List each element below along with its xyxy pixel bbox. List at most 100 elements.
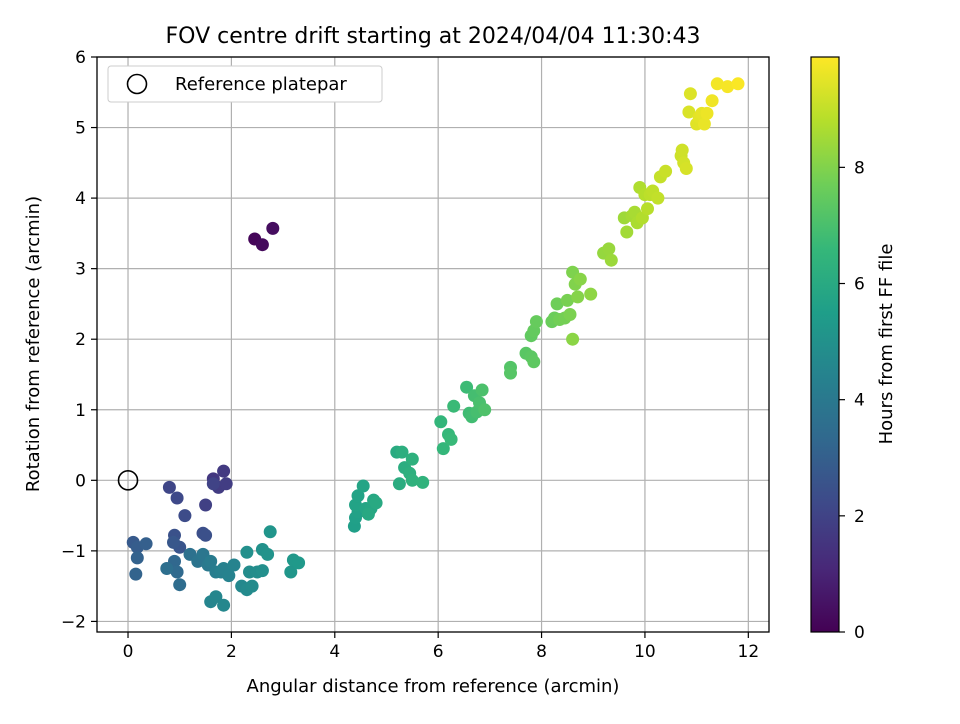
chart-title: FOV centre drift starting at 2024/04/04 …	[166, 24, 701, 49]
plot-frame	[96, 56, 770, 633]
data-point	[392, 477, 406, 491]
data-point	[682, 105, 696, 119]
data-point	[361, 507, 375, 521]
data-point	[170, 565, 184, 579]
data-point	[444, 432, 458, 446]
y-tick-label: 4	[75, 189, 86, 209]
data-point	[261, 547, 275, 561]
data-point	[460, 380, 474, 394]
data-point	[178, 509, 192, 523]
x-tick-label: 2	[226, 642, 237, 662]
data-point	[675, 143, 689, 157]
legend-marker	[126, 73, 148, 95]
x-tick-label: 10	[634, 642, 656, 662]
data-point	[227, 558, 241, 572]
data-point	[217, 464, 231, 478]
data-point	[222, 569, 236, 583]
data-point	[263, 525, 277, 539]
x-axis-ticks: 0 2 4 6 8 10 12	[123, 632, 759, 662]
data-point	[573, 272, 587, 286]
data-point	[405, 473, 419, 487]
colorbar-ticks: 0 2 4 6 8	[839, 158, 865, 643]
data-point	[255, 238, 269, 252]
data-point	[209, 590, 223, 604]
data-point	[129, 567, 143, 581]
colorbar-label: Hours from first FF file	[876, 244, 897, 445]
colorbar-gradient	[810, 56, 840, 633]
data-point	[721, 80, 735, 94]
data-point	[199, 528, 213, 542]
data-point	[206, 477, 220, 491]
data-point	[651, 191, 665, 205]
y-axis-ticks: −2 −1 0 1 2 3 4 5 6	[61, 48, 97, 632]
data-point	[584, 287, 598, 301]
data-point	[697, 117, 711, 131]
data-point	[395, 445, 409, 459]
data-point	[641, 202, 654, 216]
y-tick-label: 1	[75, 401, 86, 421]
data-point	[550, 297, 564, 311]
data-point	[620, 225, 634, 239]
y-tick-label: 3	[75, 260, 86, 280]
data-point	[255, 564, 269, 578]
x-axis-label: Angular distance from reference (arcmin)	[247, 676, 620, 697]
data-points	[126, 77, 745, 612]
data-point	[170, 491, 184, 505]
data-point	[356, 479, 370, 493]
data-point	[560, 293, 574, 307]
data-point	[447, 399, 461, 413]
legend: Reference platepar	[107, 65, 383, 103]
data-point	[130, 551, 144, 565]
colorbar-tick-label: 4	[854, 391, 865, 411]
colorbar-tick-label: 0	[854, 623, 865, 643]
y-tick-label: −1	[61, 542, 86, 562]
data-point	[683, 87, 697, 101]
y-tick-label: 0	[75, 471, 86, 491]
data-point	[217, 598, 231, 612]
data-point	[705, 94, 719, 108]
data-point	[139, 537, 153, 551]
x-tick-label: 8	[536, 642, 547, 662]
data-point	[679, 162, 693, 175]
x-tick-label: 4	[329, 642, 340, 662]
y-tick-label: 2	[75, 330, 86, 350]
colorbar-tick-label: 2	[854, 507, 865, 527]
data-point	[566, 332, 580, 346]
y-tick-label: −2	[61, 612, 86, 632]
colorbar-tick-label: 8	[854, 158, 865, 178]
y-axis-label: Rotation from reference (arcmin)	[23, 196, 44, 492]
y-tick-label: 5	[75, 119, 86, 139]
legend-label: Reference platepar	[175, 74, 347, 95]
data-point	[266, 221, 280, 235]
legend-box	[107, 65, 383, 103]
data-point	[369, 496, 383, 510]
data-point	[731, 77, 745, 91]
data-point	[504, 366, 517, 380]
data-point	[405, 452, 419, 466]
data-point	[602, 242, 616, 256]
data-point	[167, 535, 180, 549]
data-point	[434, 415, 448, 429]
colorbar: 0 2 4 6 8 Hours from first FF file	[810, 56, 897, 643]
data-point	[219, 477, 233, 491]
y-tick-label: 6	[75, 48, 86, 68]
colorbar-tick-label: 6	[854, 275, 865, 295]
data-point	[571, 290, 585, 304]
reference-platepar-marker	[117, 470, 139, 491]
data-point	[529, 315, 543, 329]
data-point	[436, 442, 450, 456]
x-tick-label: 6	[433, 642, 444, 662]
data-point	[527, 355, 541, 369]
x-tick-label: 0	[123, 642, 134, 662]
data-point	[563, 308, 577, 321]
data-point	[475, 383, 489, 397]
data-point	[160, 562, 174, 575]
grid-lines	[97, 56, 769, 632]
data-point	[292, 556, 306, 570]
data-point	[284, 565, 298, 579]
data-point	[710, 77, 724, 91]
data-point	[199, 498, 213, 512]
data-point	[700, 106, 714, 120]
data-point	[478, 403, 492, 417]
